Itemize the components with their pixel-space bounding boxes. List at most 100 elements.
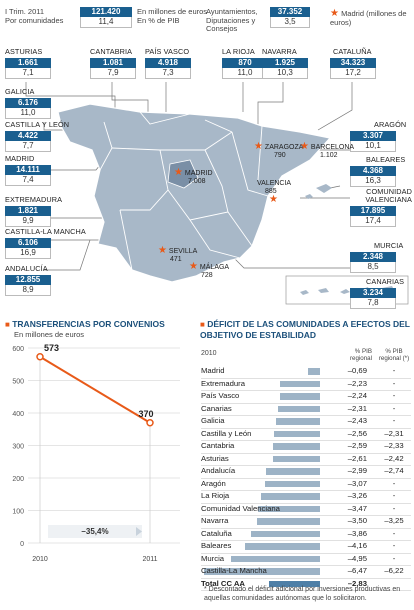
row-value: –3,50 <box>347 516 367 525</box>
row-label: Aragón <box>201 478 226 488</box>
city-barcelona: ★ Barcelona 1.102 <box>300 141 355 160</box>
row-value: –3,07 <box>347 478 367 488</box>
region-value-baleares: 4.368 16,3 <box>350 166 396 187</box>
row-label: País Vasco <box>201 391 240 400</box>
region-value-pais-vasco: 4.918 7,3 <box>145 58 191 79</box>
deficit-bar <box>257 505 320 512</box>
period-label: I Trim. 2011 Por comunidades <box>5 7 64 25</box>
line-chart-title: ■ Transferencias por convenios <box>5 319 165 329</box>
deficit-row: Madrid –0,69 - <box>201 365 411 379</box>
region-label-cataluna: Cataluña <box>333 47 372 56</box>
y-tick-label: 300 <box>12 444 24 451</box>
deficit-row: Cantabria –2,59 –2,33 <box>201 440 411 454</box>
row-label: Comunidad Valenciana <box>201 503 280 513</box>
deficit-bar <box>257 518 320 525</box>
spain-map <box>25 82 409 305</box>
deficit-row: País Vasco –2,24 - <box>201 390 411 404</box>
data-point <box>36 353 44 361</box>
region-label-baleares: Baleares <box>366 155 406 164</box>
region-value-comunidad-valenciana: 17.895 17,4 <box>350 206 396 227</box>
x-tick-label: 2011 <box>142 556 157 563</box>
row-label: Galicia <box>201 416 225 425</box>
region-label-andalucia: Andalucía <box>5 264 48 273</box>
square-icon: ■ <box>5 320 10 329</box>
row-label: Andalucía <box>201 466 236 475</box>
row-value-adjusted: - <box>392 503 396 513</box>
row-value-adjusted: –6,22 <box>384 566 404 575</box>
region-value-canarias: 3.234 7,8 <box>350 288 396 309</box>
deficit-row: Total CC AA –2,83 <box>201 578 411 591</box>
row-value: –2,43 <box>347 416 367 425</box>
series-line <box>39 355 151 424</box>
region-label-aragon: Aragón <box>374 120 407 129</box>
line-chart: 0 100 200 300 400 500 600 573 2010 370 2011 –35,4% <box>12 343 180 563</box>
deficit-chart-title: ■ Déficit de las comunidades a efectos d… <box>200 319 410 340</box>
row-value: –2,23 <box>347 378 367 388</box>
deficit-bar <box>250 530 320 537</box>
city-malaga: ★ Málaga 728 <box>189 261 230 280</box>
deficit-row: Baleares –4,16 - <box>201 540 411 554</box>
region-value-extremadura: 1.821 9,9 <box>5 206 51 227</box>
data-point <box>146 419 154 427</box>
star-icon: ★ <box>158 245 167 256</box>
region-label-cantabria: Cantabria <box>90 47 133 56</box>
region-label-madrid: Madrid <box>5 154 35 163</box>
deficit-bar <box>264 480 320 487</box>
ayunt-label: Ayuntamientos, Diputaciones y Consejos <box>206 7 258 33</box>
deficit-bar <box>278 405 320 412</box>
row-value: –2,99 <box>347 466 367 475</box>
deficit-bar <box>273 455 320 462</box>
row-value: –6,47 <box>347 566 367 575</box>
row-label: Baleares <box>201 541 232 550</box>
row-value-adjusted: - <box>392 403 396 413</box>
region-value-murcia: 2.348 8,5 <box>350 252 396 273</box>
row-value-adjusted: –3,25 <box>384 516 404 525</box>
deficit-row: Navarra –3,50 –3,25 <box>201 515 411 529</box>
deficit-bar <box>269 580 320 587</box>
deficit-row: Castilla-La Mancha –6,47 –6,22 <box>201 565 411 579</box>
city-sevilla: ★ Sevilla 471 <box>158 245 198 264</box>
data-label: 573 <box>44 343 59 353</box>
row-value-adjusted: - <box>392 541 396 550</box>
city-madrid: ★ Madrid 7.008 <box>174 167 213 186</box>
change-band <box>48 525 142 538</box>
deficit-row: Cataluña –3,86 - <box>201 528 411 541</box>
row-value-adjusted: –2,33 <box>384 441 404 450</box>
row-label: Navarra <box>201 516 229 525</box>
data-label: 370 <box>138 409 153 419</box>
row-label: Castilla y León <box>201 428 252 438</box>
row-value: –4,16 <box>347 541 367 550</box>
star-icon: ★ <box>269 194 278 205</box>
region-label-extremadura: Extremadura <box>5 195 63 204</box>
region-value-madrid: 14.111 7,4 <box>5 165 51 186</box>
star-icon: ★ <box>300 141 309 152</box>
row-label: Extremadura <box>201 378 246 388</box>
row-label: Cataluña <box>201 528 232 538</box>
row-value: –2,83 <box>347 578 367 588</box>
row-value: –3,47 <box>347 503 367 513</box>
row-value-adjusted: - <box>392 553 396 563</box>
star-icon: ★ <box>189 261 198 272</box>
region-value-castilla-leon: 4.422 7,7 <box>5 131 51 152</box>
region-value-aragon: 3.307 10,1 <box>350 131 396 152</box>
row-value: –3,86 <box>347 528 367 538</box>
row-value-adjusted: - <box>392 391 396 400</box>
y-tick-label: 500 <box>12 379 24 386</box>
madrid-legend: ★ Madrid (millones de euros) <box>330 8 407 27</box>
canarias-islands <box>300 286 394 295</box>
square-icon: ■ <box>200 320 205 329</box>
region-label-pais-vasco: País Vasco <box>145 47 190 56</box>
deficit-bar <box>307 368 320 375</box>
row-label: Murcia <box>201 553 225 563</box>
row-value: –2,56 <box>347 428 367 438</box>
region-value-galicia: 6.176 11,0 <box>5 98 51 119</box>
deficit-row: La Rioja –3,26 - <box>201 490 411 504</box>
row-value-adjusted: –2,31 <box>384 428 404 438</box>
deficit-bar <box>203 568 320 575</box>
city-zaragoza: ★ Zaragoza 790 <box>254 141 304 160</box>
deficit-year: 2010 <box>201 350 217 357</box>
row-value: –0,69 <box>347 366 367 375</box>
row-value-adjusted: - <box>392 366 396 375</box>
row-value-adjusted: - <box>392 416 396 425</box>
region-label-castilla-leon: Castilla y León <box>5 120 70 129</box>
